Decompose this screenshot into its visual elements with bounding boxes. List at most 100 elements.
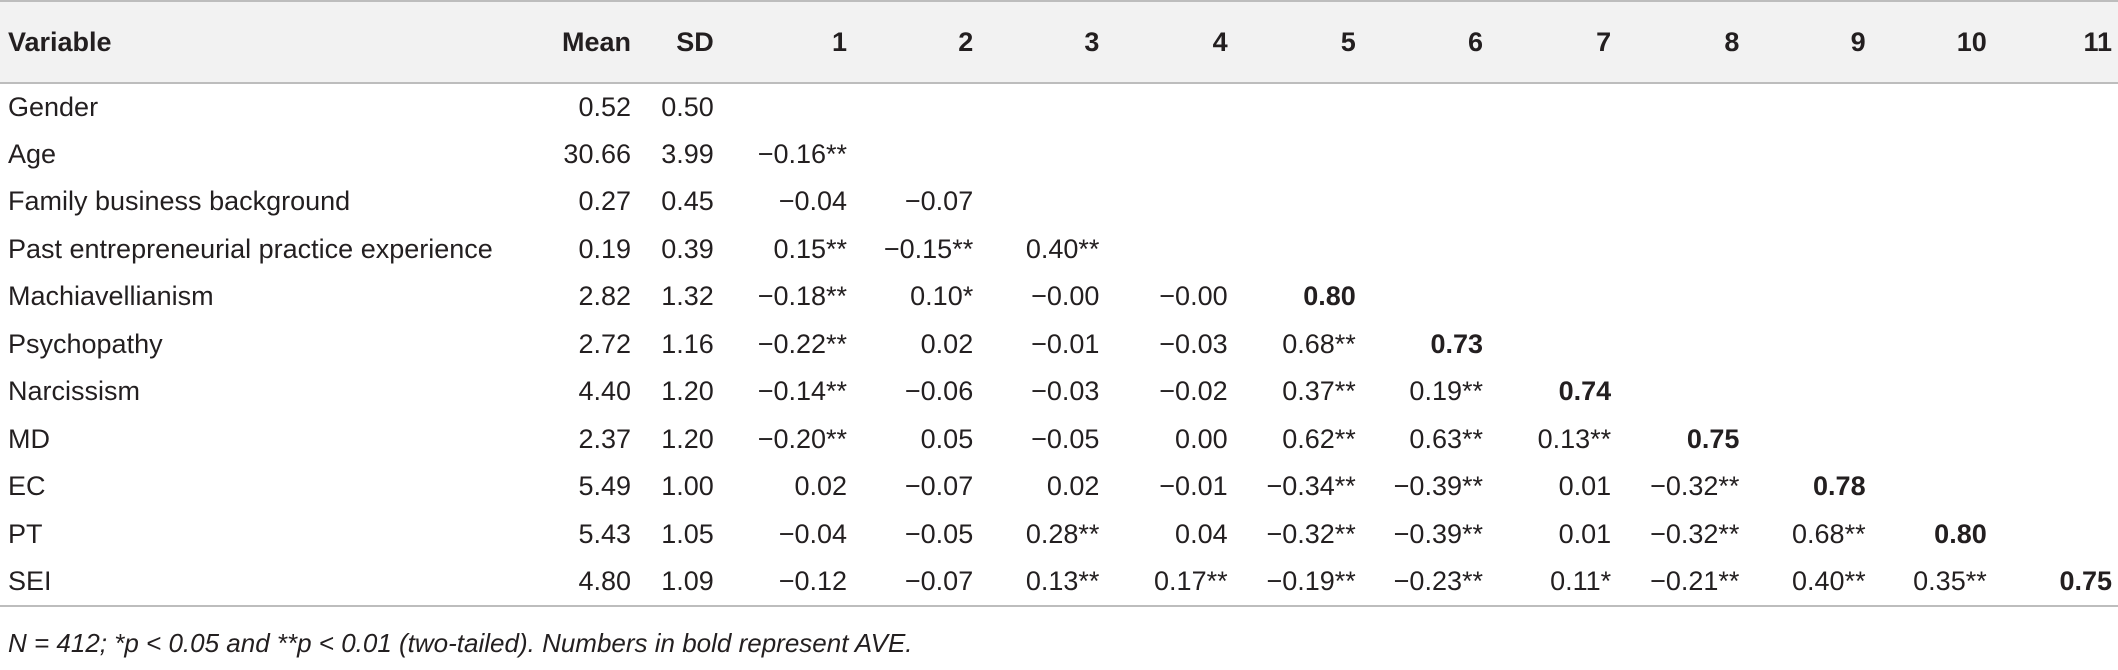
table-cell: −0.23** <box>1361 558 1489 607</box>
table-cell <box>1105 178 1233 226</box>
table-cell: 0.17** <box>1105 558 1234 607</box>
table-row: SEI 4.80 1.09 −0.12 −0.07 0.13** 0.17** −0.19**… <box>0 558 2118 607</box>
table-row: Past entrepreneurial practice experience… <box>0 226 2118 274</box>
table-cell <box>1993 178 2118 226</box>
variable-name-cell: PT <box>8 518 43 549</box>
table-cell <box>979 131 1105 179</box>
column-header: 6 <box>1361 0 1489 84</box>
table-cell <box>1617 368 1745 416</box>
table-cell: 1.16 <box>661 328 714 359</box>
table-cell: 1.05 <box>661 518 714 549</box>
table-cell: −0.34** <box>1266 471 1356 502</box>
table-cell <box>853 83 979 131</box>
table-cell: −0.03 <box>1159 328 1228 359</box>
table-cell <box>853 131 979 179</box>
variable-name-cell: Narcissism <box>8 376 140 407</box>
table-row: Family business background 0.27 0.45 −0.04 −… <box>0 178 2118 226</box>
table-cell: −0.01 <box>1159 471 1228 502</box>
variable-name-cell: Gender <box>8 91 99 122</box>
table-cell: 0.01 <box>1558 471 1612 502</box>
table-cell <box>979 178 1105 226</box>
table-cell <box>1362 131 1489 179</box>
header-row: Variable Mean SD 1 2 3 4 5 6 7 8 9 10 11 <box>0 0 2118 84</box>
table-cell <box>1993 273 2118 321</box>
table-cell: −0.04 <box>778 518 848 549</box>
table-cell: 4.40 <box>578 376 631 407</box>
table-cell <box>1993 368 2118 416</box>
table-cell <box>1745 416 1871 464</box>
table-cell: 0.11* <box>1489 558 1618 607</box>
table-cell <box>1993 321 2118 369</box>
table-row: Gender 0.52 0.50 <box>0 83 2118 131</box>
table-cell: 0.10* <box>910 281 974 312</box>
table-cell: 0.02 <box>920 328 974 359</box>
variable-name-cell: SEI <box>0 558 534 607</box>
table-cell <box>1362 83 1489 131</box>
table-cell: 0.27 <box>578 186 631 217</box>
table-cell: 0.00 <box>1175 423 1228 454</box>
table-cell <box>1105 83 1233 131</box>
table-cell <box>1745 321 1871 369</box>
table-row: Machiavellianism 2.82 1.32 −0.18** 0.10* −0.0… <box>0 273 2118 321</box>
table-cell: −0.18** <box>757 281 848 312</box>
table-cell <box>1872 131 1993 179</box>
table-cell <box>1362 178 1489 226</box>
column-header: SD <box>637 0 720 84</box>
table-cell: −0.32** <box>1266 518 1356 549</box>
table-cell: −0.14** <box>757 376 848 407</box>
table-body: Gender 0.52 0.50 Age 30.66 3.99 −0.16** Family … <box>0 83 2118 607</box>
table-cell: −0.00 <box>1159 281 1228 312</box>
table-cell <box>1745 178 1871 226</box>
table-cell: −0.06 <box>904 376 974 407</box>
table-cell <box>1105 226 1233 274</box>
table-cell <box>1993 511 2118 559</box>
table-cell <box>1872 368 1993 416</box>
table-cell: 0.04 <box>1175 518 1228 549</box>
table-cell: −0.05 <box>904 518 974 549</box>
table-row: Psychopathy 2.72 1.16 −0.22** 0.02 −0.01 −0.03… <box>0 321 2118 369</box>
table-cell: 1.09 <box>637 558 720 607</box>
table-cell <box>1489 83 1617 131</box>
table-cell: 0.02 <box>794 471 848 502</box>
table-cell: 0.52 <box>578 91 631 122</box>
table-cell <box>1234 178 1362 226</box>
table-cell <box>1745 131 1871 179</box>
table-cell: −0.01 <box>1031 328 1100 359</box>
table-cell: 0.50 <box>661 91 714 122</box>
table-cell: 0.68** <box>1282 328 1356 359</box>
table-cell: 30.66 <box>563 138 631 169</box>
variable-name-cell: MD <box>8 423 50 454</box>
column-header: 5 <box>1233 0 1362 84</box>
table-cell <box>1489 178 1617 226</box>
table-cell: −0.15** <box>883 233 974 264</box>
table-cell: −0.05 <box>1031 423 1100 454</box>
table-cell: 0.02 <box>1046 471 1100 502</box>
table-row: PT 5.43 1.05 −0.04 −0.05 0.28** 0.04 −0.32** −0.… <box>0 511 2118 559</box>
column-header: 1 <box>719 0 854 84</box>
table-cell: −0.03 <box>1031 376 1100 407</box>
table-cell: −0.39** <box>1393 518 1483 549</box>
column-header: 2 <box>853 0 980 84</box>
table-cell <box>1872 178 1993 226</box>
table-cell: −0.19** <box>1233 558 1362 607</box>
table-cell: 0.37** <box>1282 376 1356 407</box>
table-cell: 0.74 <box>1558 376 1612 407</box>
table-cell <box>1993 226 2118 274</box>
table-cell <box>1872 226 1993 274</box>
table-cell: −0.07 <box>853 558 980 607</box>
table-cell: 0.68** <box>1792 518 1866 549</box>
table-cell: 1.00 <box>661 471 714 502</box>
column-header: 3 <box>979 0 1106 84</box>
table-cell: 0.19 <box>578 233 631 264</box>
table-cell: 0.15** <box>773 233 848 264</box>
table-row: Age 30.66 3.99 −0.16** <box>0 131 2118 179</box>
table-cell: 0.13** <box>1537 423 1612 454</box>
table-cell <box>979 83 1105 131</box>
table-cell: 0.05 <box>920 423 974 454</box>
table-cell: 0.78 <box>1813 471 1866 502</box>
table-cell: 0.63** <box>1409 423 1483 454</box>
column-header: Variable <box>0 0 534 84</box>
table-cell: 0.80 <box>1303 281 1356 312</box>
table-cell: 2.82 <box>578 281 631 312</box>
